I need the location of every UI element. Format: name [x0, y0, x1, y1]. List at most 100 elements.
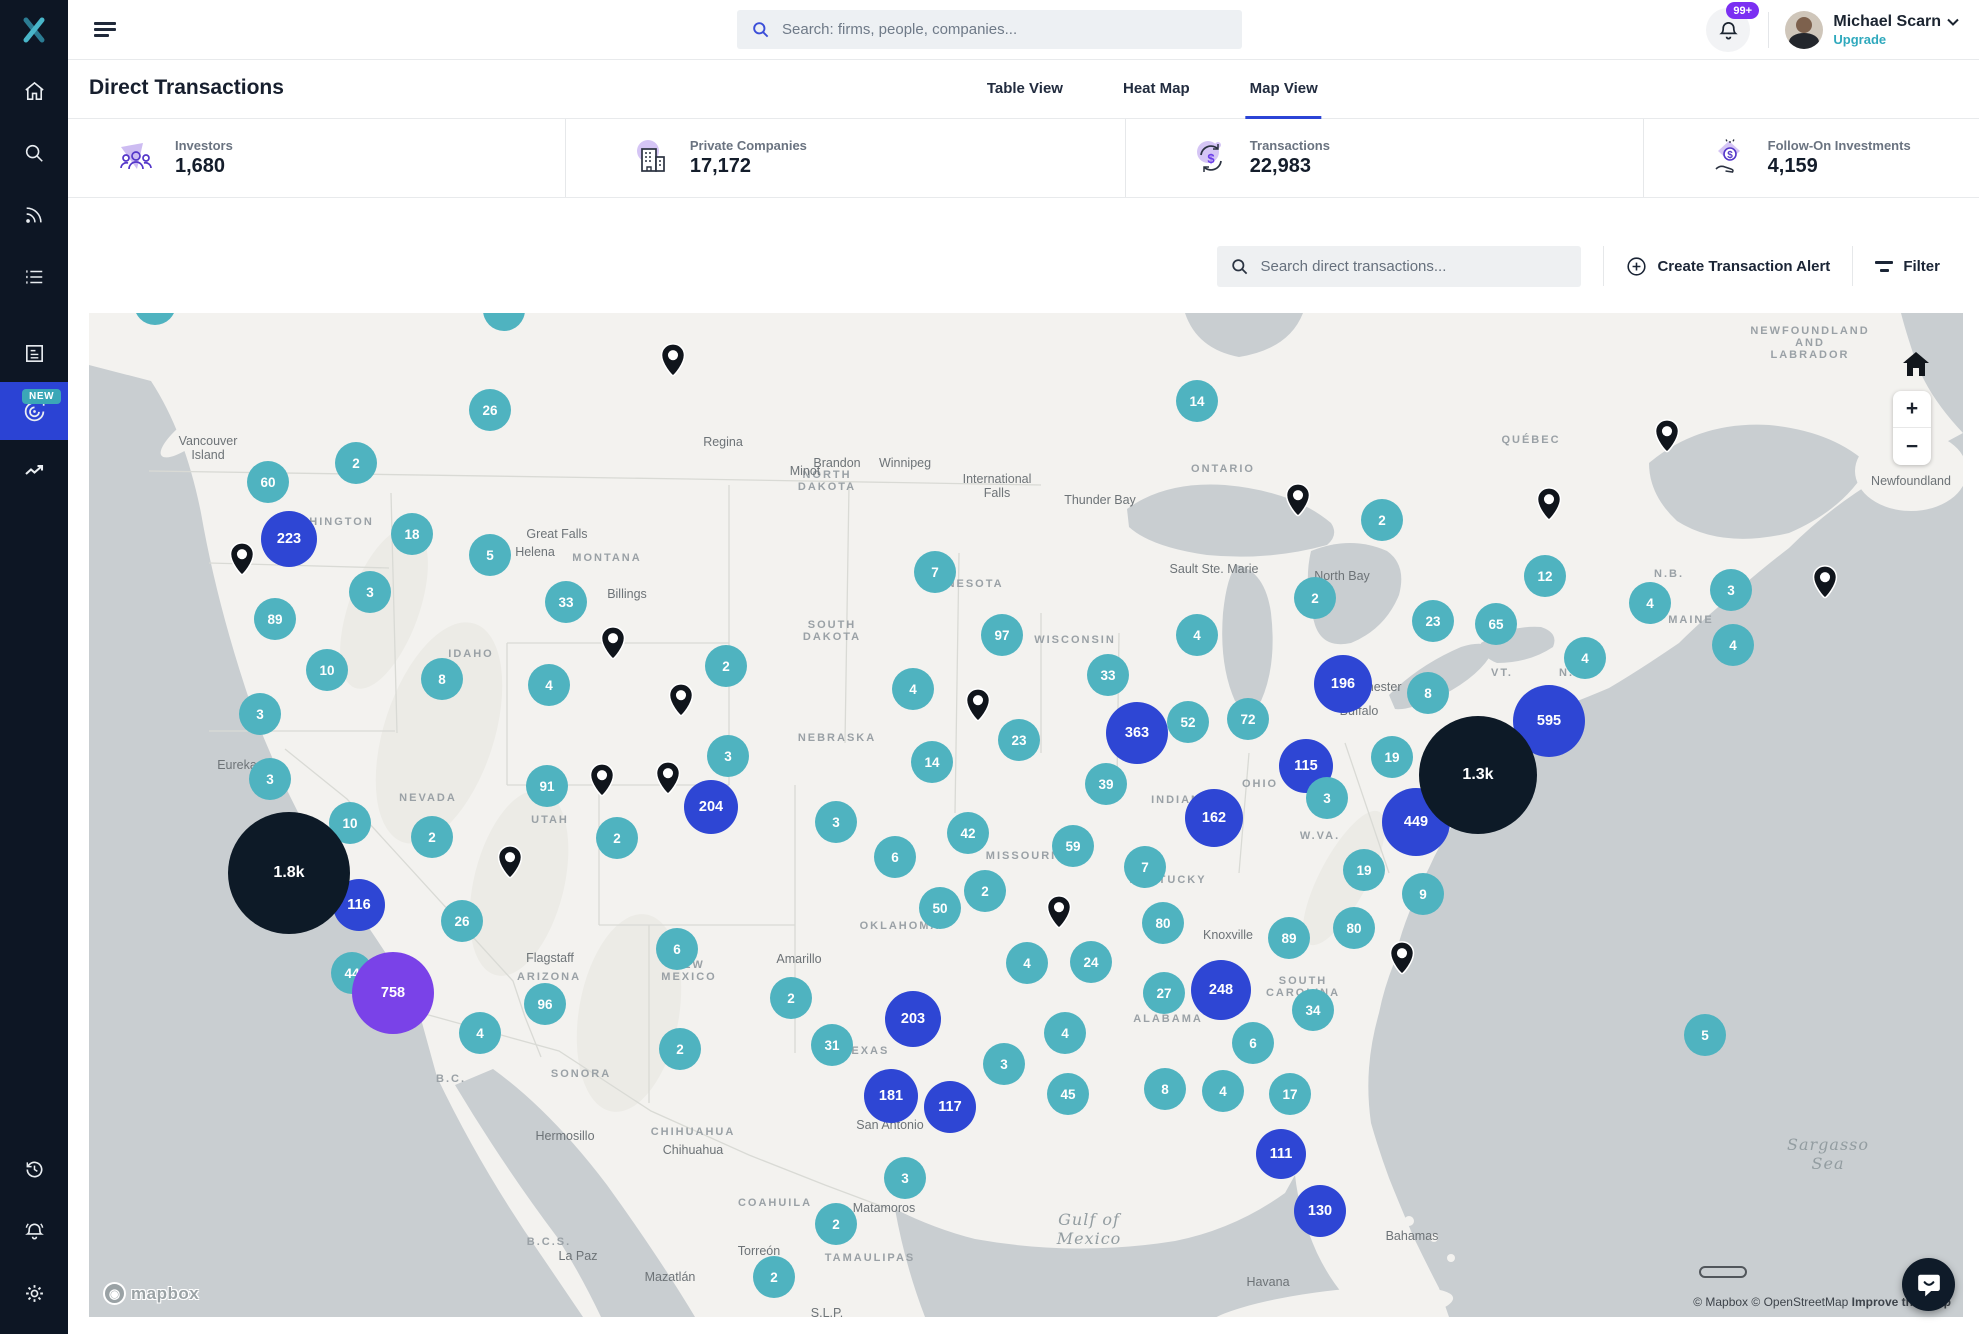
- cluster-bubble[interactable]: 111: [1256, 1129, 1306, 1179]
- cluster-bubble[interactable]: 4: [892, 668, 934, 710]
- cluster-bubble[interactable]: 14: [1176, 380, 1218, 422]
- map-pin[interactable]: [1046, 895, 1073, 935]
- cluster-bubble[interactable]: 80: [1333, 907, 1375, 949]
- cluster-bubble[interactable]: 17: [1269, 1073, 1311, 1115]
- cluster-bubble[interactable]: 50: [919, 887, 961, 929]
- cluster-bubble[interactable]: 14: [911, 741, 953, 783]
- tab-map-view[interactable]: Map View: [1245, 60, 1322, 119]
- map-pin[interactable]: [668, 683, 695, 723]
- cluster-bubble[interactable]: 3: [1710, 569, 1752, 611]
- cluster-bubble[interactable]: 1.8k: [228, 812, 350, 934]
- cluster-bubble[interactable]: 4: [1006, 942, 1048, 984]
- cluster-bubble[interactable]: 23: [1412, 600, 1454, 642]
- map-pin[interactable]: [1536, 487, 1563, 527]
- cluster-bubble[interactable]: 162: [1185, 789, 1243, 847]
- cluster-bubble[interactable]: 12: [1524, 555, 1566, 597]
- sidebar-item-home[interactable]: [0, 60, 68, 122]
- cluster-bubble[interactable]: 4: [1629, 582, 1671, 624]
- cluster-bubble[interactable]: 758: [352, 952, 434, 1034]
- map-pin[interactable]: [229, 542, 256, 582]
- map-pin[interactable]: [965, 688, 992, 728]
- cluster-bubble[interactable]: 33: [1087, 654, 1129, 696]
- cluster-bubble[interactable]: 4: [528, 664, 570, 706]
- cluster-bubble[interactable]: 59: [1052, 825, 1094, 867]
- cluster-bubble[interactable]: 204: [684, 780, 738, 834]
- zoom-in-button[interactable]: +: [1893, 391, 1931, 428]
- cluster-bubble[interactable]: 9: [1402, 873, 1444, 915]
- cluster-bubble[interactable]: 6: [874, 836, 916, 878]
- sidebar-item-feed[interactable]: [0, 184, 68, 246]
- cluster-bubble[interactable]: 19: [1343, 849, 1385, 891]
- cluster-bubble[interactable]: 3: [884, 1157, 926, 1199]
- cluster-bubble[interactable]: 5: [1684, 1014, 1726, 1056]
- cluster-bubble[interactable]: 4: [1564, 637, 1606, 679]
- cluster-bubble[interactable]: 27: [1143, 972, 1185, 1014]
- cluster-bubble[interactable]: 2: [596, 817, 638, 859]
- app-logo[interactable]: [0, 0, 68, 60]
- sidebar-item-news[interactable]: [0, 308, 68, 382]
- map-home-button[interactable]: [1902, 351, 1930, 382]
- cluster-bubble[interactable]: 2: [770, 977, 812, 1019]
- map-pin[interactable]: [655, 761, 682, 801]
- cluster-bubble[interactable]: 3: [1306, 777, 1348, 819]
- cluster-bubble[interactable]: 65: [1475, 603, 1517, 645]
- cluster-bubble[interactable]: 3: [239, 693, 281, 735]
- mapbox-logo[interactable]: ◉ mapbox: [103, 1282, 199, 1305]
- cluster-bubble[interactable]: 45: [1047, 1073, 1089, 1115]
- cluster-bubble[interactable]: 10: [306, 649, 348, 691]
- cluster-bubble[interactable]: 223: [261, 511, 317, 567]
- cluster-bubble[interactable]: 2: [753, 1256, 795, 1298]
- cluster-bubble[interactable]: 34: [1292, 989, 1334, 1031]
- cluster-bubble[interactable]: 5: [469, 534, 511, 576]
- cluster-bubble[interactable]: 8: [1407, 672, 1449, 714]
- cluster-bubble[interactable]: 2: [335, 442, 377, 484]
- cluster-bubble[interactable]: 89: [1268, 917, 1310, 959]
- cluster-bubble[interactable]: 80: [1142, 902, 1184, 944]
- cluster-bubble[interactable]: 4: [1176, 614, 1218, 656]
- sidebar-item-lists[interactable]: [0, 246, 68, 308]
- cluster-bubble[interactable]: 2: [1361, 499, 1403, 541]
- zoom-out-button[interactable]: −: [1905, 434, 1919, 458]
- filter-button[interactable]: Filter: [1875, 258, 1940, 275]
- cluster-bubble[interactable]: 60: [247, 461, 289, 503]
- chat-launcher-button[interactable]: [1902, 1258, 1955, 1311]
- mapbox-attribution-link[interactable]: © Mapbox: [1693, 1295, 1749, 1309]
- cluster-bubble[interactable]: 42: [947, 812, 989, 854]
- cluster-bubble[interactable]: 363: [1106, 702, 1168, 764]
- map-pin[interactable]: [497, 845, 524, 885]
- cluster-bubble[interactable]: 24: [1070, 941, 1112, 983]
- cluster-bubble[interactable]: 26: [469, 389, 511, 431]
- cluster-bubble[interactable]: 203: [885, 991, 941, 1047]
- map-pin[interactable]: [1285, 483, 1312, 523]
- cluster-bubble[interactable]: 196: [1314, 655, 1372, 713]
- map-pin[interactable]: [1812, 565, 1839, 605]
- cluster-bubble[interactable]: 3: [983, 1043, 1025, 1085]
- cluster-bubble[interactable]: 6: [1232, 1022, 1274, 1064]
- upgrade-link[interactable]: Upgrade: [1833, 32, 1887, 47]
- map-pin[interactable]: [1654, 419, 1681, 459]
- cluster-bubble[interactable]: 52: [1167, 701, 1209, 743]
- cluster-bubble[interactable]: 130: [1294, 1185, 1346, 1237]
- avatar[interactable]: [1785, 11, 1824, 49]
- cluster-bubble[interactable]: 248: [1191, 960, 1251, 1020]
- map[interactable]: WASHINGTON MONTANA NORTH DAKOTA ONTARIO QUÉB…: [89, 313, 1963, 1317]
- cluster-bubble[interactable]: 4: [1044, 1012, 1086, 1054]
- cluster-bubble[interactable]: 3: [249, 758, 291, 800]
- cluster-bubble[interactable]: 7: [914, 551, 956, 593]
- global-search-input[interactable]: Search: firms, people, companies...: [737, 10, 1242, 49]
- tab-heat-map[interactable]: Heat Map: [1122, 79, 1190, 97]
- cluster-bubble[interactable]: 1.3k: [1419, 716, 1537, 834]
- cluster-bubble[interactable]: 89: [254, 598, 296, 640]
- map-pin[interactable]: [600, 626, 627, 666]
- notifications-button[interactable]: 99+: [1706, 2, 1760, 52]
- user-name-menu[interactable]: Michael Scarn: [1833, 13, 1959, 31]
- cluster-bubble[interactable]: 91: [526, 765, 568, 807]
- cluster-bubble[interactable]: 117: [924, 1081, 976, 1133]
- tab-table-view[interactable]: Table View: [986, 79, 1063, 97]
- cluster-bubble[interactable]: 181: [864, 1069, 918, 1123]
- cluster-bubble[interactable]: 4: [1712, 624, 1754, 666]
- cluster-bubble[interactable]: 3: [707, 735, 749, 777]
- cluster-bubble[interactable]: 2: [705, 645, 747, 687]
- map-pin[interactable]: [660, 343, 687, 383]
- cluster-bubble[interactable]: [134, 313, 176, 325]
